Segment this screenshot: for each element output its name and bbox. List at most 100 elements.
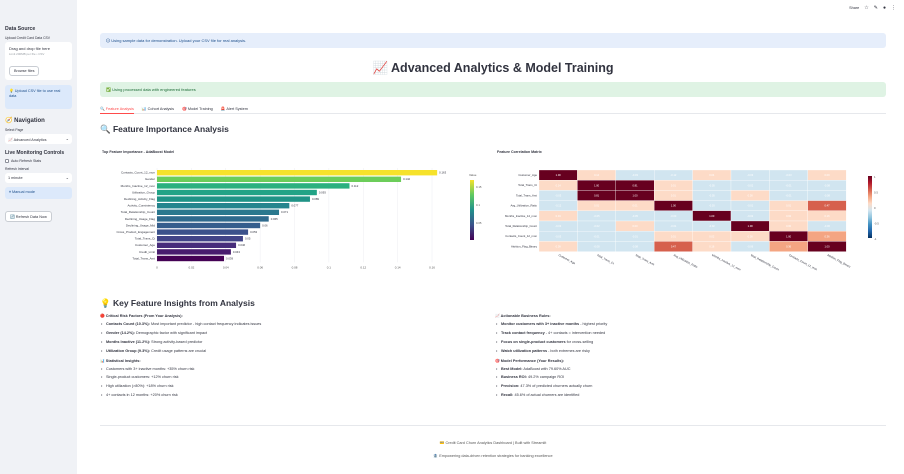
heatmap-value-label: 1.00 (556, 173, 562, 177)
heatmap-value-label: -0.01 (670, 224, 676, 228)
refresh-data-button[interactable]: 🔄 Refresh Data Now (5, 211, 52, 222)
heatmap-value-label: 0.04 (556, 214, 562, 218)
heatmap-value-label: 0.04 (709, 173, 715, 177)
lightbulb-icon: 💡 (100, 298, 113, 308)
bar (157, 255, 225, 262)
footer-line-1: 💳 Credit Card Churn Analytics Dashboard … (439, 441, 547, 445)
heatmap-value-label: -0.12 (670, 173, 676, 177)
limit-text: Limit 200MB per file • CSV (9, 52, 45, 56)
bar (157, 236, 243, 242)
tab-model-training[interactable]: 🎯 Model Training (182, 107, 213, 111)
bank-icon: 🏦 (433, 454, 440, 458)
bar-value-label: 0.163 (439, 171, 446, 175)
heatmap-value-label: 1.00 (748, 224, 754, 228)
heatmap-value-label: 0.00 (632, 224, 638, 228)
auto-refresh-label: Auto Refresh Stats (11, 159, 42, 163)
y-tick-label: Activity_Consistency (127, 204, 155, 208)
bar (157, 242, 237, 248)
heatmap-value-label: 0.36 (824, 234, 830, 238)
x-tick-label: 0.14 (395, 265, 401, 269)
target-icon: 🎯 (182, 107, 188, 111)
risk-item: Months Inactive (11.2%): Strong activity… (101, 340, 430, 345)
heatmap-value-label: 0.02 (709, 234, 715, 238)
heatmap-value-label: -0.03 (555, 194, 561, 198)
x-tick-label: 0 (156, 265, 158, 269)
refresh-icon: 🔄 (10, 215, 16, 219)
heatmap-value-label: -0.05 (709, 183, 715, 187)
file-uploader[interactable]: Drag and drop file here Limit 200MB per … (5, 42, 72, 80)
bar (157, 183, 350, 189)
heatmap-col-label: Total_Relationship_Count (750, 253, 780, 272)
bar (157, 249, 231, 255)
heatmap-row-label: Customer_Age (518, 173, 537, 177)
sample-data-text: Using sample data for demonstration. Upl… (111, 38, 247, 43)
target-icon: 🎯 (495, 358, 501, 363)
perf-item: Business ROI: 49.2% campaign ROI (496, 375, 825, 380)
colorbar (470, 180, 474, 240)
checkbox-box[interactable] (5, 159, 9, 163)
sample-data-banner: 🛈 Using sample data for demonstration. U… (100, 33, 886, 48)
info-icon: 🛈 (106, 38, 112, 43)
bar (157, 222, 261, 229)
heatmap-value-label: 0.01 (632, 204, 638, 208)
refresh-interval-select[interactable]: 1 minute ⌄ (5, 173, 72, 183)
bar-value-label: 0.089 (312, 197, 319, 201)
star-icon[interactable]: ☆ (864, 5, 869, 11)
tab-feature-analysis[interactable]: 🔍 Feature Analysis (100, 104, 134, 114)
y-tick-label: Gender (145, 177, 155, 181)
bar (157, 209, 280, 215)
github-icon[interactable]: ● (882, 5, 886, 11)
heatmap-value-label: 0.16 (709, 245, 715, 249)
tab-alert-system[interactable]: 🚨 Alert System (220, 107, 248, 111)
section-heading: 🔍 Feature Importance Analysis (100, 124, 229, 134)
heatmap-value-label: -0.01 (632, 234, 638, 238)
stat-item: 4+ contacts in 12 months: +20% churn ris… (101, 393, 430, 398)
success-banner: ✅ Using processed data with engineered f… (100, 82, 886, 97)
heatmap-value-label: -0.05 (632, 214, 638, 218)
bar-value-label: 0.112 (352, 184, 359, 188)
heatmap-value-label: -0.06 (747, 245, 753, 249)
tab-cohort-analysis[interactable]: 📊 Cohort Analysis (141, 107, 175, 111)
colorbar-label: Value (469, 173, 477, 177)
y-tick-label: Declining_Usage_Flag (125, 217, 156, 221)
refresh-interval-value: 1 minute (8, 176, 23, 180)
upload-hint-box: 💡 Upload CSV file to use real data (5, 85, 72, 109)
heatmap-cell (807, 241, 847, 252)
colorbar-tick-label: 0.05 (476, 221, 482, 225)
share-button[interactable]: Share (849, 6, 860, 10)
x-tick-label: 0.1 (327, 265, 332, 269)
heatmap-value-label: 1.00 (786, 234, 792, 238)
upload-hint-text: Upload CSV file to use real data (9, 89, 61, 98)
heatmap-row-label: Total_Relationship_Count (505, 224, 537, 228)
search-icon: 🔍 (100, 107, 106, 111)
chevron-down-icon: ⌄ (65, 175, 69, 180)
heatmap-value-label: -0.03 (786, 173, 792, 177)
browse-files-button[interactable]: Browse files (9, 66, 40, 76)
heatmap-col-label: Avg_Utilization_Ratio (673, 253, 699, 269)
auto-refresh-checkbox[interactable]: Auto Refresh Stats (5, 159, 72, 163)
menu-icon[interactable]: ⋮ (891, 5, 896, 11)
chevron-down-icon: ⌄ (65, 136, 69, 141)
rule-item: Watch utilization patterns - both extrem… (496, 349, 825, 354)
page-select[interactable]: 📈 Advanced Analytics ⌄ (5, 134, 72, 144)
heatmap-value-label: -0.03 (670, 214, 676, 218)
navigation-heading: 🧭 Navigation (5, 118, 45, 124)
heatmap-value-label: 0.81 (632, 183, 638, 187)
edit-icon[interactable]: ✎ (873, 5, 878, 11)
bar-chart-icon: 📊 (141, 107, 148, 111)
lightbulb-icon: 💡 (9, 89, 15, 93)
bar-value-label: 0.077 (291, 204, 298, 208)
heatmap-value-label: -0.03 (555, 234, 561, 238)
feature-importance-chart: 0 0.02 0.04 0.06 0.08 0.1 0.12 0.14 0.16 Contacts… (116, 168, 482, 269)
heatmap-value-label: 0.47 (671, 245, 677, 249)
rules-heading: 📈 Actionable Business Rules: (495, 314, 551, 318)
red-circle-icon: 🔴 (100, 314, 106, 318)
heatmap-value-label: -0.03 (709, 204, 715, 208)
bar-value-label: 0.05 (245, 237, 251, 241)
footer-divider (100, 425, 886, 426)
bar-value-label: 0.06 (262, 223, 268, 227)
colorbar (868, 176, 872, 238)
perf-item: Recall: 45.6% of actual churners are ide… (496, 393, 825, 398)
heatmap-value-label: 0.01 (594, 204, 600, 208)
heatmap-value-label: 0.01 (671, 234, 677, 238)
